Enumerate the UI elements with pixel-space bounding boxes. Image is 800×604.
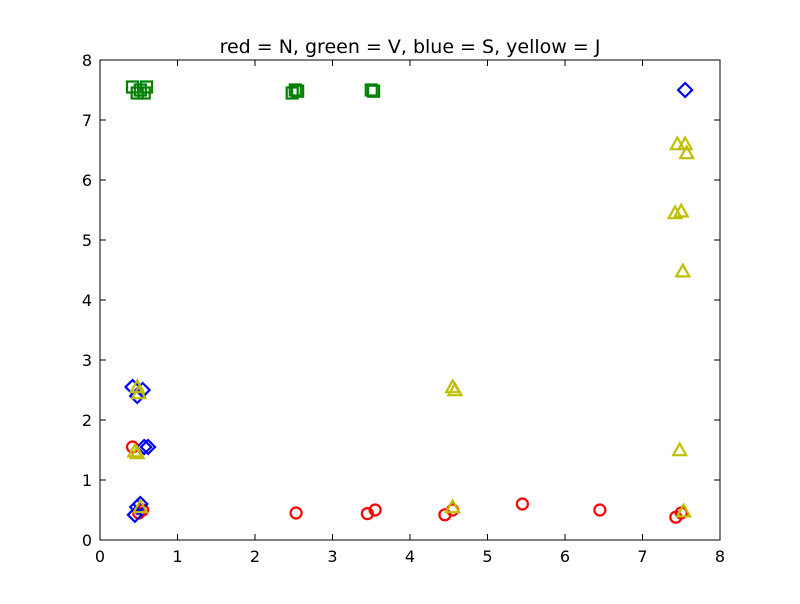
- data-point-diamond: [135, 438, 153, 456]
- x-tick-label: 7: [637, 547, 647, 566]
- data-point-square: [366, 84, 381, 98]
- data-point-triangle: [672, 202, 690, 218]
- x-tick-label: 6: [560, 547, 570, 566]
- data-point-triangle: [444, 498, 461, 514]
- x-tick-label: 1: [172, 547, 182, 566]
- x-tick-label: 8: [715, 547, 725, 566]
- points-layer: [123, 80, 696, 524]
- axes-background: [100, 60, 720, 540]
- data-point-circle: [368, 503, 382, 517]
- x-tick-label: 3: [327, 547, 337, 566]
- data-point-triangle: [130, 384, 148, 400]
- axes-frame: [99, 59, 721, 541]
- y-tick-label: 0: [82, 531, 92, 550]
- data-point-triangle: [446, 381, 464, 397]
- y-tick-label: 6: [82, 171, 92, 190]
- data-point-square: [364, 83, 378, 97]
- x-tick-label: 0: [95, 547, 105, 566]
- y-tick-label: 7: [82, 111, 92, 130]
- y-tick-label: 1: [82, 471, 92, 490]
- data-point-triangle: [126, 442, 144, 458]
- data-point-square: [288, 83, 302, 97]
- data-point-circle: [593, 503, 607, 517]
- data-point-triangle: [131, 498, 149, 514]
- data-point-square: [291, 84, 305, 98]
- data-point-diamond: [676, 81, 694, 99]
- x-tick-label: 2: [250, 547, 260, 566]
- data-point-triangle: [678, 144, 696, 160]
- x-tick-label: 5: [482, 547, 492, 566]
- data-point-triangle: [671, 441, 689, 457]
- data-point-triangle: [666, 204, 684, 220]
- data-point-triangle: [675, 502, 692, 518]
- y-tick-label: 8: [82, 51, 92, 70]
- data-point-diamond: [131, 495, 149, 513]
- data-point-diamond: [139, 438, 157, 456]
- y-tick-label: 2: [82, 411, 92, 430]
- data-point-circle: [515, 497, 529, 511]
- data-point-square: [139, 80, 154, 94]
- ticks-layer: 0 1 2 3 4 5 6 7 8 0 1 2 3 4 5 6 7 8: [82, 51, 725, 566]
- data-point-triangle: [674, 262, 692, 278]
- y-tick-label: 5: [82, 231, 92, 250]
- y-tick-label: 4: [82, 291, 92, 310]
- data-point-triangle: [128, 378, 146, 394]
- data-point-circle: [289, 506, 303, 520]
- chart-title: red = N, green = V, blue = S, yellow = J: [220, 36, 601, 58]
- y-tick-label: 3: [82, 351, 92, 370]
- x-tick-label: 4: [405, 547, 415, 566]
- data-point-triangle: [128, 444, 146, 460]
- data-point-circle: [360, 506, 374, 521]
